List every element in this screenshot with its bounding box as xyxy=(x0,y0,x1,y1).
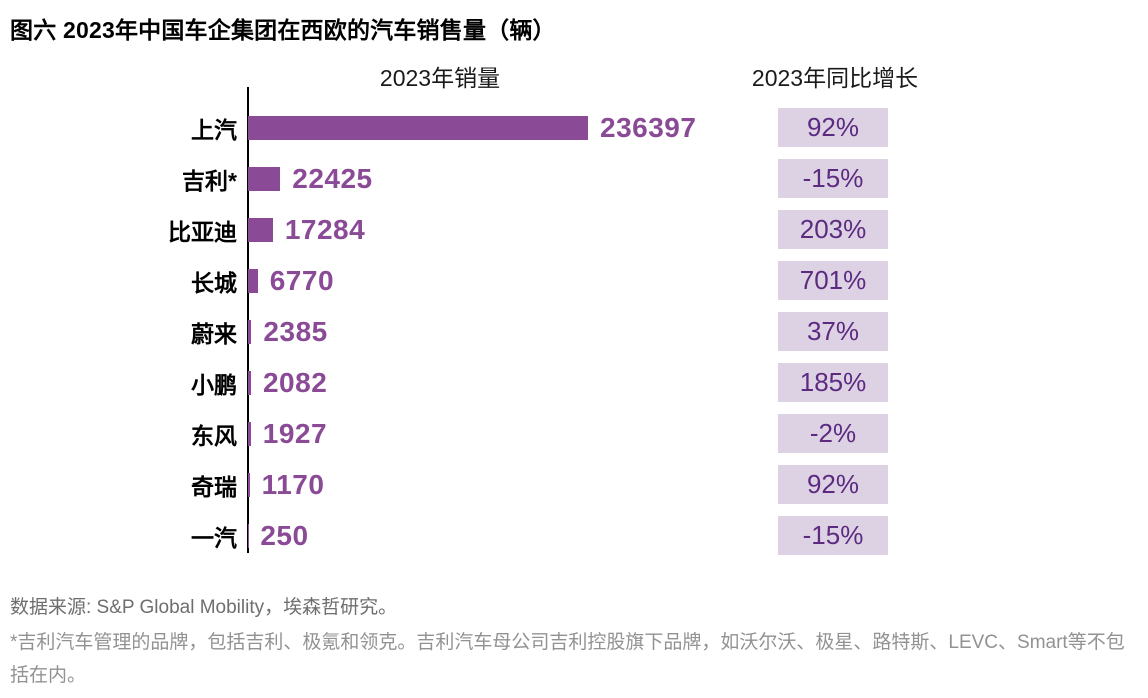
table-row: 上汽 236397 92% xyxy=(0,102,1148,153)
bar-cell: 2082 xyxy=(248,367,778,399)
category-label: 蔚来 xyxy=(191,320,237,347)
category-label: 吉利* xyxy=(182,167,237,194)
bar-cell: 2385 xyxy=(248,316,778,348)
category-label: 一汽 xyxy=(191,524,237,551)
sales-bar xyxy=(248,421,251,446)
bar-cell: 17284 xyxy=(248,214,778,246)
bar-cell: 236397 xyxy=(248,112,778,144)
sales-value-label: 2385 xyxy=(263,315,328,347)
sales-bar xyxy=(248,319,252,344)
column-header-growth: 2023年同比增长 xyxy=(751,65,919,91)
sales-bar xyxy=(248,217,273,242)
sales-value-label: 22425 xyxy=(292,162,373,194)
table-row: 小鹏 2082 185% xyxy=(0,357,1148,408)
category-label: 比亚迪 xyxy=(168,218,237,245)
bar-cell: 1927 xyxy=(248,418,778,450)
table-row: 一汽 250 -15% xyxy=(0,510,1148,561)
data-source-note: 数据来源: S&P Global Mobility，埃森哲研究。 xyxy=(10,597,398,618)
growth-badge: 701% xyxy=(778,261,888,300)
sales-bar xyxy=(248,115,588,140)
bar-rows: 上汽 236397 92% 吉利* 22425 -15% 比亚迪 17284 2… xyxy=(0,102,1148,561)
column-header-sales: 2023年销量 xyxy=(379,65,501,91)
growth-badge: 203% xyxy=(778,210,888,249)
sales-bar xyxy=(248,166,281,191)
bar-cell: 6770 xyxy=(248,265,778,297)
table-row: 蔚来 2385 37% xyxy=(0,306,1148,357)
bar-cell: 1170 xyxy=(248,469,778,501)
growth-badge: -15% xyxy=(778,159,888,198)
table-row: 吉利* 22425 -15% xyxy=(0,153,1148,204)
growth-badge: 37% xyxy=(778,312,888,351)
sales-bar xyxy=(248,370,251,395)
category-label: 长城 xyxy=(191,269,237,296)
table-row: 长城 6770 701% xyxy=(0,255,1148,306)
bar-cell: 250 xyxy=(248,520,778,552)
growth-badge: 92% xyxy=(778,108,888,147)
sales-bar xyxy=(248,472,250,497)
sales-value-label: 2082 xyxy=(262,366,328,398)
category-label: 东风 xyxy=(191,422,237,449)
sales-value-label: 1927 xyxy=(262,417,328,449)
sales-value-label: 1170 xyxy=(261,468,325,500)
chart-title: 图六 2023年中国车企集团在西欧的汽车销售量（辆） xyxy=(10,17,556,43)
category-label: 上汽 xyxy=(191,116,237,143)
footnote: *吉利汽车管理的品牌，包括吉利、极氪和领克。吉利汽车母公司吉利控股旗下品牌，如沃… xyxy=(10,632,1125,686)
sales-value-label: 6770 xyxy=(269,264,335,296)
table-row: 东风 1927 -2% xyxy=(0,408,1148,459)
bar-cell: 22425 xyxy=(248,163,778,195)
growth-badge: 185% xyxy=(778,363,888,402)
table-row: 比亚迪 17284 203% xyxy=(0,204,1148,255)
category-label: 奇瑞 xyxy=(191,473,237,500)
sales-value-label: 236397 xyxy=(600,111,697,143)
growth-badge: -15% xyxy=(778,516,888,555)
sales-value-label: 17284 xyxy=(284,213,366,245)
growth-badge: 92% xyxy=(778,465,888,504)
growth-badge: -2% xyxy=(778,414,888,453)
sales-bar xyxy=(248,268,258,293)
table-row: 奇瑞 1170 92% xyxy=(0,459,1148,510)
sales-value-label: 250 xyxy=(260,519,309,551)
category-label: 小鹏 xyxy=(191,371,237,398)
